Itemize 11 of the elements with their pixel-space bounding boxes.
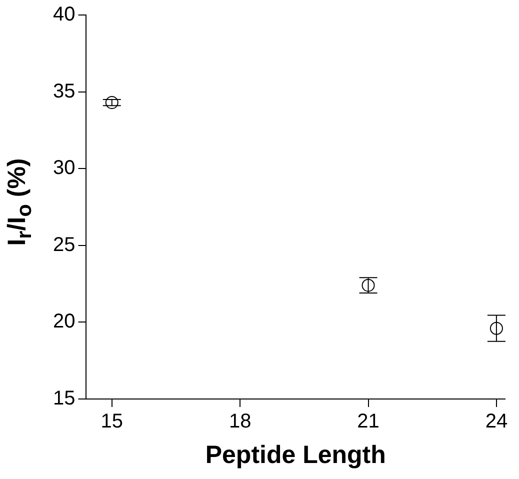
y-tick-label: 25 <box>52 234 76 256</box>
y-tick-label: 35 <box>52 80 76 102</box>
y-tick-label: 15 <box>52 388 76 410</box>
y-tick-label: 20 <box>52 310 76 333</box>
y-tick-label: 40 <box>52 4 76 26</box>
x-tick-label: 18 <box>228 410 252 433</box>
x-tick-label: 21 <box>357 410 380 433</box>
x-tick-label: 24 <box>485 410 508 433</box>
x-tick-label: 15 <box>100 410 124 433</box>
x-axis-title: Peptide Length <box>205 440 386 469</box>
y-tick-label: 30 <box>52 157 76 180</box>
